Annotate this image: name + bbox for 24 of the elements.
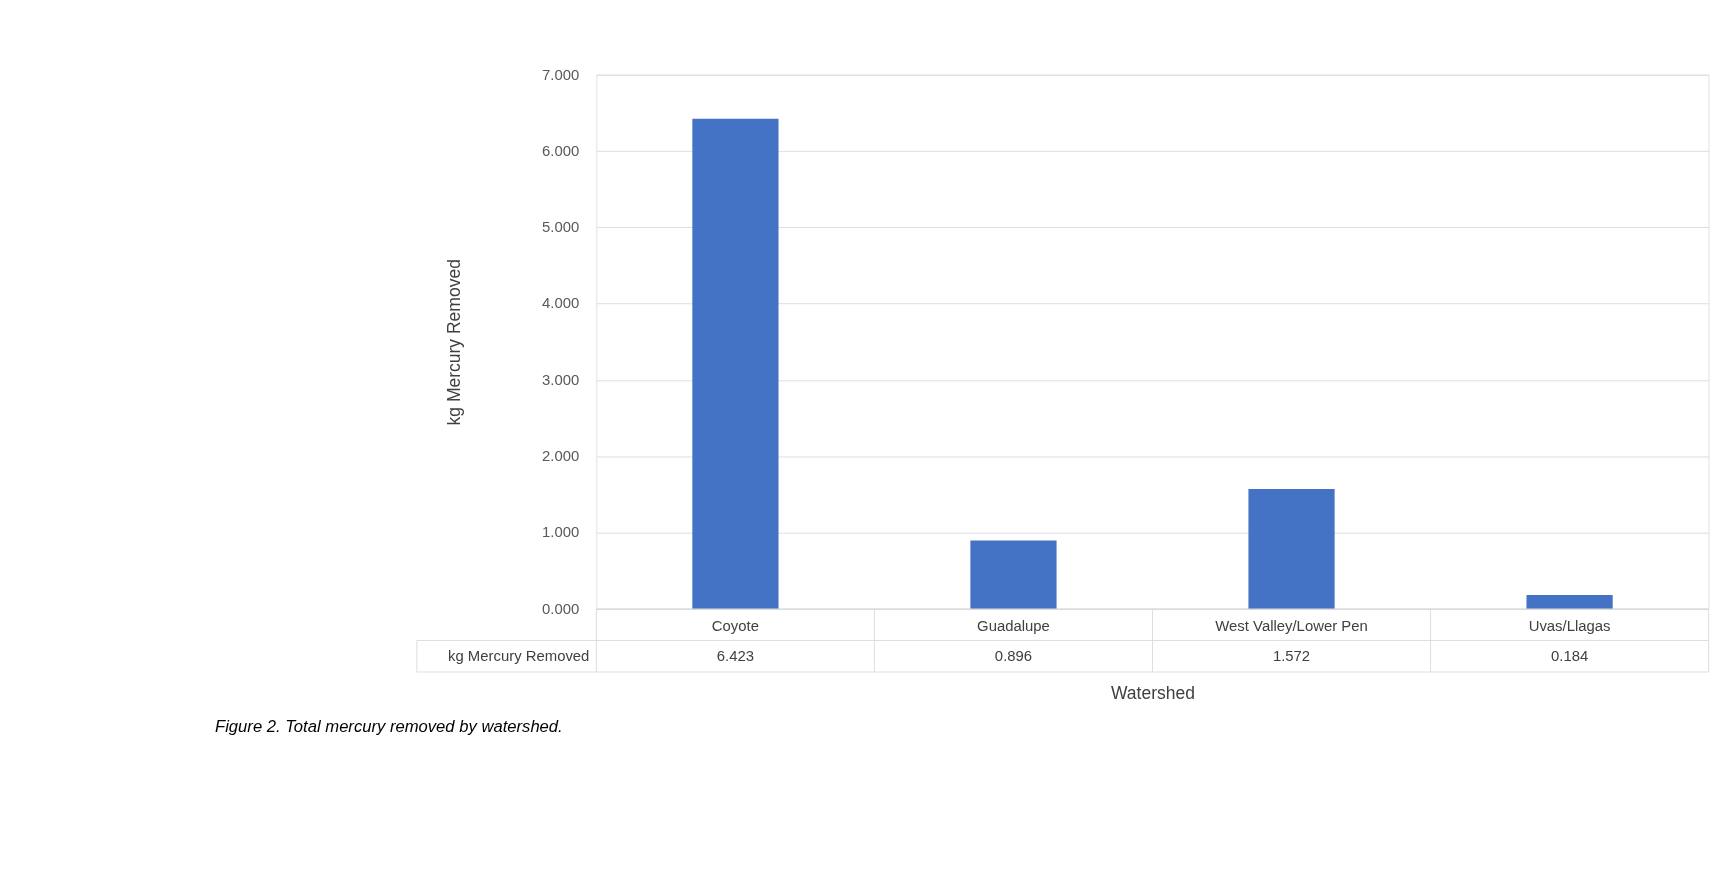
- data-label: 6.423: [716, 647, 755, 664]
- bar: [1526, 594, 1613, 609]
- x-tick-label: West Valley/Lower Pen: [1215, 618, 1368, 635]
- y-tick-label: 1.000: [542, 524, 580, 541]
- y-tick-label: 7.000: [542, 66, 580, 83]
- y-tick-label: 6.000: [542, 142, 580, 159]
- y-tick-label: 3.000: [542, 371, 580, 388]
- y-tick-label: 2.000: [542, 448, 580, 465]
- text: kg Mercury Removed: [448, 647, 590, 664]
- x-tick-label: Guadalupe: [977, 618, 1050, 635]
- data-label: 0.184: [1550, 647, 1589, 664]
- caption: Figure 2. Total mercury removed by watershed.: [215, 717, 563, 737]
- x-axis-title: Watershed: [1110, 682, 1195, 703]
- x-tick-label: Coyote: [711, 618, 759, 635]
- bar: [970, 540, 1057, 609]
- y-tick-label: 0.000: [542, 600, 580, 617]
- y-tick-label: 5.000: [542, 219, 580, 236]
- y-axis-title: kg Mercury Removed: [443, 259, 464, 426]
- x-tick-label: Uvas/Llagas: [1528, 618, 1611, 635]
- y-tick-label: 4.000: [542, 295, 580, 312]
- data-label: 1.572: [1272, 647, 1311, 664]
- data-label: 0.896: [994, 647, 1033, 664]
- bar: [692, 118, 779, 609]
- bar: [1248, 488, 1335, 609]
